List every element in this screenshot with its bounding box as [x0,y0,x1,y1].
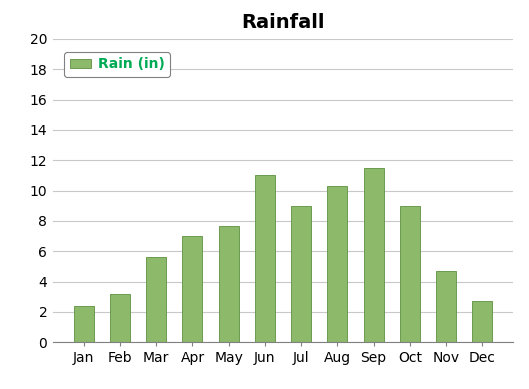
Bar [400,206,420,342]
Bar [183,236,203,342]
Bar [218,226,239,342]
Bar [110,294,130,342]
Legend: Rain (in): Rain (in) [65,52,170,77]
Bar [146,258,166,342]
Bar [327,186,348,342]
Bar [255,175,275,342]
Title: Rainfall: Rainfall [241,13,325,32]
Bar [436,271,456,342]
Bar [472,301,492,342]
Bar [74,306,94,342]
Bar [291,206,311,342]
Bar [363,168,384,342]
